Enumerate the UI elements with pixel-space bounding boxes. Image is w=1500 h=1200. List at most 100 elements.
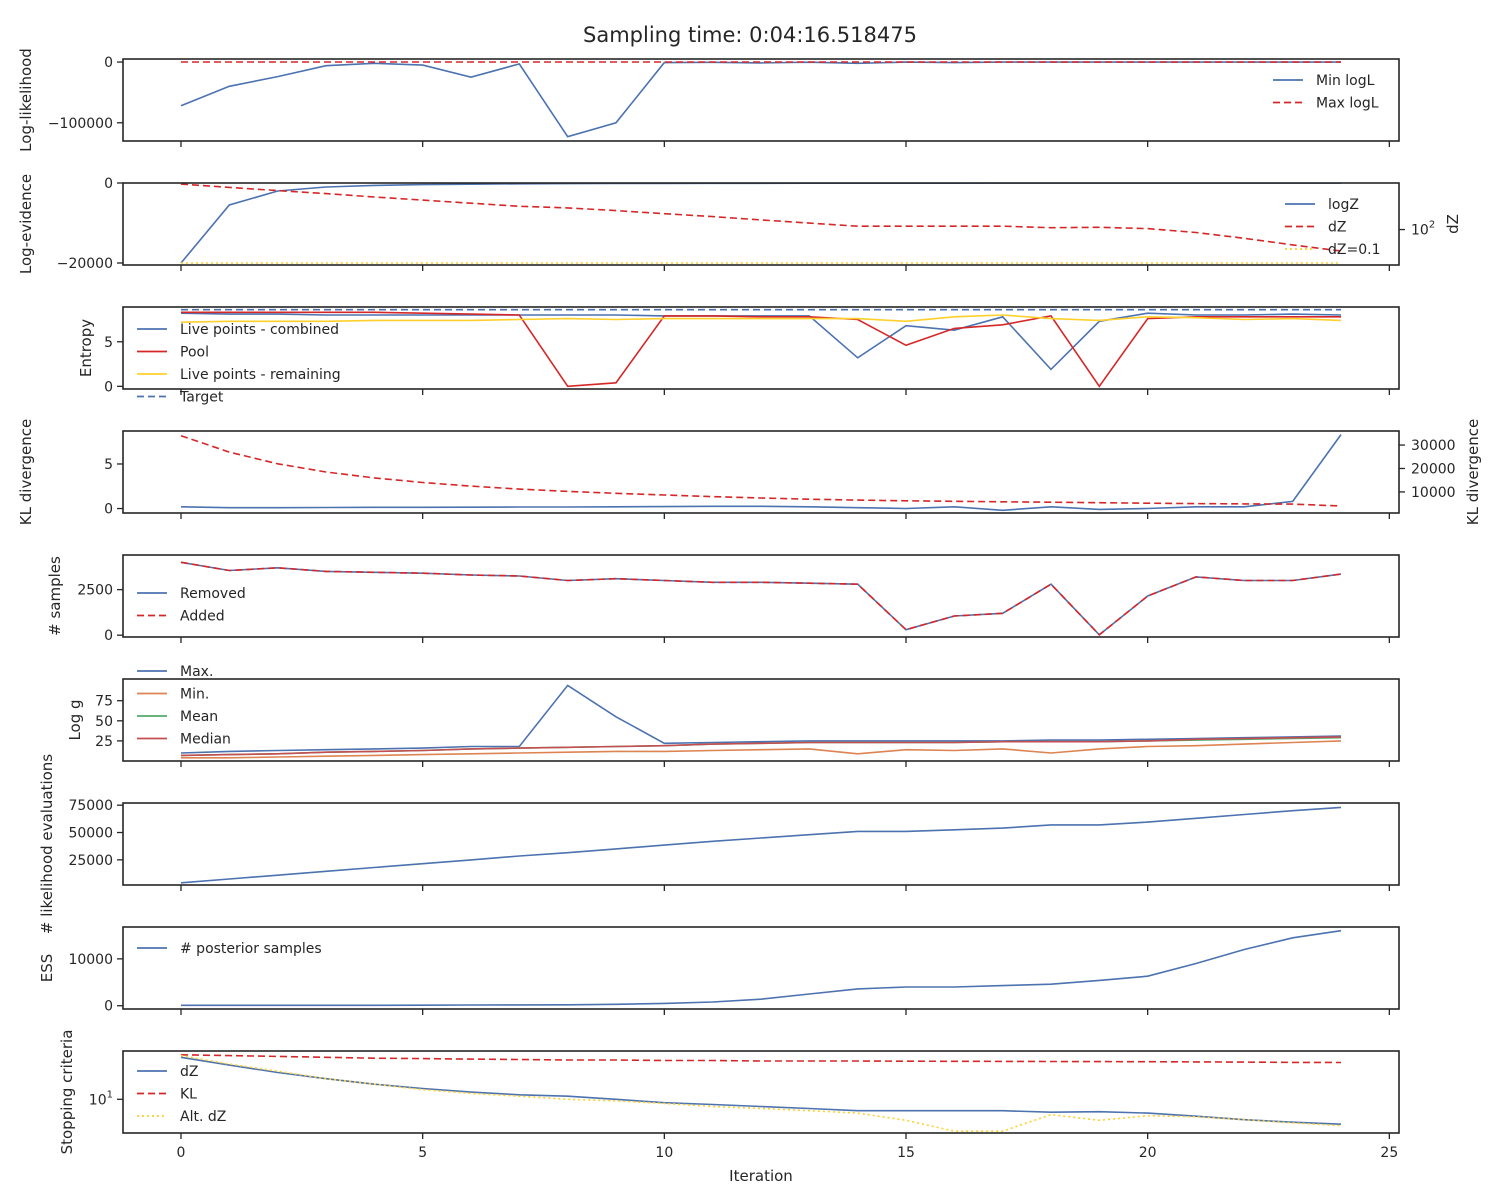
series-line-max [180,684,1342,754]
chart-title: Sampling time: 0:04:16.518475 [583,23,917,47]
y-tick-label: 0 [104,55,113,71]
legend-label-dz-0-1: dZ=0.1 [1328,242,1380,258]
x-tick-label: 5 [418,1145,427,1161]
y-axis-label: # likelihood evaluations [38,754,56,934]
x-tick-label: 15 [897,1145,915,1161]
plot-frame [122,430,1400,514]
x-tick-label: 25 [1380,1145,1398,1161]
legend-label-removed: Removed [180,586,246,602]
y2-tick-label: 20000 [1411,461,1456,477]
legend-label-kl: KL [180,1087,197,1103]
series-line-kl [180,1054,1342,1064]
legend: dZ KL Alt. dZ [137,1064,226,1125]
x-tick-label: 10 [655,1145,673,1161]
y2-axis-label: dZ [1444,214,1462,234]
subplot-log-likelihood: 0 −100000 Log-likelihood Min logL Max logL [17,48,1400,152]
y-axis-label: ESS [38,954,56,983]
legend-label-live-points-combined: Live points - combined [180,322,339,338]
series-line-removed [180,561,1342,636]
legend-label-alt-dz: Alt. dZ [180,1109,226,1125]
legend-label-max: Max. [180,664,213,680]
legend: Min logL Max logL [1273,73,1379,112]
y-tick-label: 0 [104,999,113,1015]
y-axis-label: Log-likelihood [17,48,35,152]
series-line-live-points-combined [180,312,1342,371]
y-tick-label: 0 [104,628,113,644]
x-tick-label: 20 [1139,1145,1157,1161]
series-line-logz [180,183,1341,264]
legend: Max. Min. Mean Median [137,664,231,748]
legend: logZ dZ dZ=0.1 [1285,197,1380,258]
x-tick-label: 0 [177,1145,186,1161]
y-tick-label: −20000 [57,256,113,272]
y-tick-label: −100000 [48,116,113,132]
plot-frame [122,182,1400,266]
y-tick-label: 25000 [68,853,113,869]
y-axis-label: Log g [66,699,84,740]
plot-frame [122,1050,1400,1134]
y-axis-label: Log-evidence [17,174,35,274]
y-tick-label: 5 [104,457,113,473]
series-line-series-2 [180,434,1342,507]
y2-tick-label: 10000 [1411,485,1456,501]
legend-label-dz: dZ [180,1064,198,1080]
series-line-added [180,561,1342,636]
legend-label-pool: Pool [180,345,209,361]
y-tick-label: 10000 [68,952,113,968]
series-line-live-points-remaining [180,314,1342,323]
y-axis-label: Entropy [77,319,95,377]
legend-label-added: Added [180,609,225,625]
plot-frame [122,678,1400,762]
subplot-log-evidence: 0 −20000 102 Log-evidence dZ logZ dZ dZ=0.1 [17,174,1462,274]
subplot-log-g: 25 50 75 Log g Max. Min. Mean Median [66,664,1400,767]
y-tick-label: 5 [104,335,113,351]
legend-label-min-logl: Min logL [1316,73,1375,89]
y-tick-label: 75000 [68,798,113,814]
subplot-samples: 0 2500 # samples Removed Added [46,554,1400,644]
plot-frame [122,306,1400,390]
plot-frame [122,554,1400,638]
y-tick-label: 50000 [68,826,113,842]
x-axis-label: Iteration [729,1167,793,1185]
series-line-min-logl [180,61,1341,138]
series-line-series-1 [180,806,1342,884]
series-line-dz [180,1056,1342,1125]
series-line-pool [181,311,1341,388]
series-line-min [181,740,1342,759]
subplot-stopping-criteria: 101 Stopping criteria 0 5 10 15 20 25 Iteration d… [58,1030,1400,1185]
y-axis-label: # samples [46,556,64,636]
y-tick-label: 75 [95,694,113,710]
y-tick-label: 25 [95,734,113,750]
legend: # posterior samples [137,941,322,957]
subplot-likelihood-evaluations: 25000 50000 75000 # likelihood evaluations [38,754,1400,934]
y2-tick-label: 102 [1411,220,1435,239]
legend-label-max-logl: Max logL [1316,96,1379,112]
series-line-dz [180,183,1342,252]
subplot-ess: 0 10000 ESS # posterior samples [38,926,1400,1015]
y-tick-label: 50 [95,714,113,730]
legend: Removed Added [137,586,246,625]
legend-label-live-points-remaining: Live points - remaining [180,367,341,383]
y-tick-label: 2500 [77,583,113,599]
legend-label-posterior-samples: # posterior samples [180,941,322,957]
y-axis-label: Stopping criteria [58,1030,76,1155]
legend-label-target: Target [179,390,224,406]
y-tick-label: 101 [89,1089,113,1108]
legend: Live points - combined Pool Live points - … [137,322,341,406]
y-axis-label: KL divergence [17,419,35,525]
y-tick-label: 0 [104,176,113,192]
y2-tick-label: 30000 [1411,438,1456,454]
y-tick-label: 0 [104,379,113,395]
y2-axis-label: KL divergence [1464,419,1482,525]
series-line-alt-dz [180,1054,1342,1132]
series-line-median [180,736,1342,757]
legend-label-mean: Mean [180,709,218,725]
series-line-posterior-samples [181,929,1342,1007]
legend-label-min: Min. [180,687,209,703]
y-tick-label: 0 [104,502,113,518]
plot-frame [122,926,1400,1010]
plot-frame [122,58,1400,142]
plot-frame [122,802,1400,886]
